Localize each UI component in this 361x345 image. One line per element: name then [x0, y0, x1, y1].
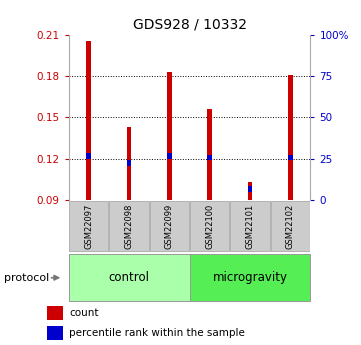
Bar: [207, 109, 212, 200]
Text: GSM22101: GSM22101: [245, 203, 255, 249]
FancyBboxPatch shape: [149, 201, 189, 251]
Text: microgravity: microgravity: [213, 271, 287, 284]
FancyBboxPatch shape: [270, 201, 310, 251]
Bar: [207, 155, 212, 160]
Text: protocol: protocol: [4, 273, 49, 283]
Bar: [167, 153, 172, 159]
Text: GSM22099: GSM22099: [165, 203, 174, 249]
Bar: [69, 255, 190, 301]
FancyBboxPatch shape: [230, 201, 270, 251]
Text: percentile rank within the sample: percentile rank within the sample: [69, 328, 245, 338]
Bar: [167, 72, 172, 200]
Bar: [248, 182, 252, 200]
Text: GSM22100: GSM22100: [205, 203, 214, 249]
FancyBboxPatch shape: [109, 201, 149, 251]
Bar: [47, 306, 63, 319]
Bar: [190, 255, 310, 301]
Text: GSM22097: GSM22097: [84, 203, 93, 249]
Text: GSM22098: GSM22098: [125, 203, 134, 249]
FancyBboxPatch shape: [69, 201, 109, 251]
Text: GSM22102: GSM22102: [286, 203, 295, 249]
Bar: [47, 326, 63, 339]
Bar: [248, 186, 252, 192]
Text: count: count: [69, 308, 99, 318]
Bar: [86, 153, 91, 159]
Bar: [288, 75, 293, 200]
Title: GDS928 / 10332: GDS928 / 10332: [132, 18, 247, 32]
FancyBboxPatch shape: [190, 201, 230, 251]
Bar: [127, 160, 131, 166]
Text: control: control: [109, 271, 149, 284]
Bar: [127, 127, 131, 200]
Bar: [86, 41, 91, 200]
Bar: [288, 155, 293, 160]
